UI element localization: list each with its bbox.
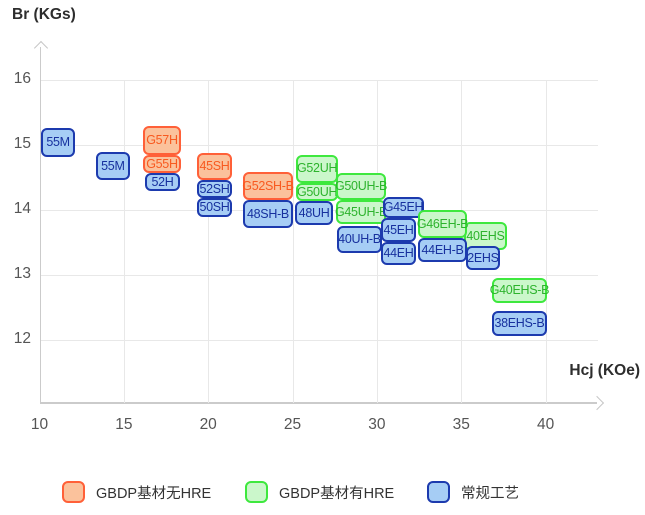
x-tick-label: 15	[115, 416, 133, 433]
gridline-vertical	[208, 80, 210, 403]
grade-box-g55h[interactable]: G55H	[142, 154, 182, 173]
legend-swatch-blue-icon	[427, 481, 450, 503]
x-axis-arrow-icon	[589, 396, 605, 411]
grade-box-g52sh-b[interactable]: G52SH-B	[242, 172, 294, 201]
x-axis-title: Hcj (KOe)	[569, 362, 640, 379]
x-tick-label: 20	[199, 416, 217, 433]
gridline-vertical	[123, 80, 125, 403]
x-tick-label: 35	[452, 416, 470, 433]
gridline-horizontal	[41, 80, 598, 81]
y-tick-label: 14	[13, 200, 31, 217]
gridline-vertical	[292, 80, 294, 403]
grade-box-g50uh[interactable]: G50UH	[296, 182, 339, 201]
x-tick-label: 10	[30, 416, 49, 433]
grade-box-55m[interactable]: 55M	[96, 152, 130, 181]
x-tick-label: 30	[368, 416, 386, 433]
y-tick-label: 16	[13, 70, 31, 87]
grade-box-52h[interactable]: 52H	[144, 172, 181, 192]
grade-box-g40ehs-b[interactable]: G40EHS-B	[490, 278, 549, 303]
y-tick-label: 15	[13, 135, 31, 152]
gridline-vertical	[545, 80, 547, 403]
y-axis-line	[39, 47, 41, 403]
y-axis-arrow-icon	[33, 40, 48, 56]
grade-box-38ehs-b[interactable]: 38EHS-B	[491, 310, 547, 337]
grade-box-g50uh-b[interactable]: G50UH-B	[335, 172, 387, 201]
legend-swatch-green-icon	[245, 481, 268, 503]
grade-box-40uh-b[interactable]: 40UH-B	[337, 226, 382, 253]
legend-label: GBDP基材无HRE	[96, 485, 212, 502]
legend-label: 常规工艺	[461, 485, 519, 502]
x-tick-label: 40	[536, 416, 555, 433]
grade-box-g45uh-b[interactable]: G45UH-B	[335, 200, 387, 225]
grade-box-52sh[interactable]: 52SH	[197, 180, 232, 199]
legend-item-conventional[interactable]: 常规工艺	[427, 481, 519, 503]
y-axis-title: Br (KGs)	[12, 6, 76, 23]
legend-swatch-orange-icon	[62, 481, 85, 503]
grade-box-44eh-b[interactable]: 44EH-B	[418, 237, 467, 262]
grade-box-48uh[interactable]: 48UH	[295, 200, 334, 225]
grade-box-g57h[interactable]: G57H	[142, 126, 182, 155]
gridline-horizontal	[41, 275, 598, 276]
legend: GBDP基材无HRE GBDP基材有HRE 常规工艺	[0, 479, 645, 509]
y-tick-label: 12	[13, 330, 31, 347]
x-tick-label: 25	[283, 416, 302, 433]
grade-box-44eh[interactable]: 44EH	[380, 241, 417, 266]
grade-box-45eh[interactable]: 45EH	[380, 217, 417, 242]
grade-box-50sh[interactable]: 50SH	[197, 198, 232, 218]
y-tick-label: 13	[13, 265, 31, 282]
legend-label: GBDP基材有HRE	[279, 485, 395, 502]
x-axis-line	[40, 402, 597, 404]
legend-item-gbdp-no-hre[interactable]: GBDP基材无HRE	[62, 481, 211, 503]
legend-item-gbdp-with-hre[interactable]: GBDP基材有HRE	[245, 481, 394, 503]
grade-box-g46eh-b[interactable]: G46EH-B	[417, 210, 469, 238]
gridline-horizontal	[41, 145, 598, 146]
grade-box-55m[interactable]: 55M	[41, 128, 75, 157]
grade-box-g45eh[interactable]: G45EH	[382, 197, 424, 218]
grade-box-45sh[interactable]: 45SH	[197, 152, 232, 181]
grade-box-48sh-b[interactable]: 48SH-B	[242, 200, 294, 229]
grade-box-2ehs[interactable]: 2EHS	[465, 245, 500, 270]
gridline-horizontal	[41, 340, 598, 341]
grade-box-g52uh[interactable]: G52UH	[296, 154, 339, 183]
